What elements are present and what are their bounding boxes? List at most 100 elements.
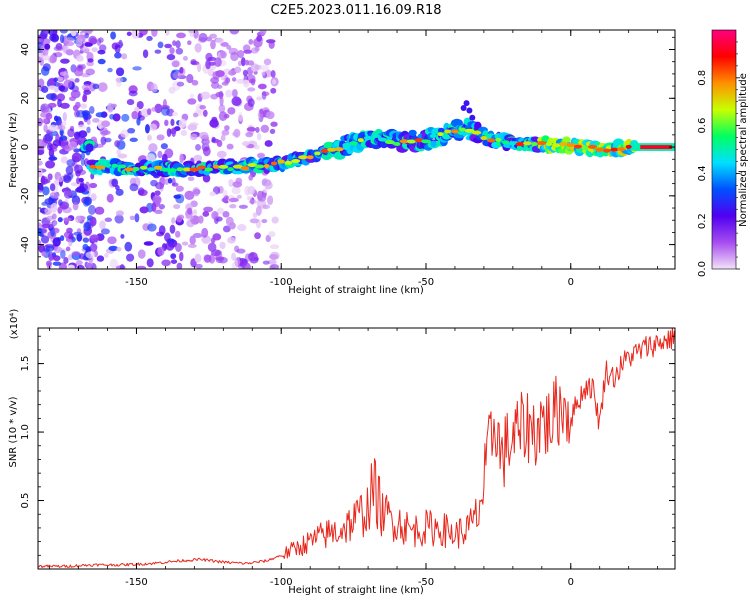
noise-blob [250, 47, 259, 54]
noise-blob [38, 227, 43, 237]
noise-blob [162, 98, 167, 109]
noise-blob [182, 55, 188, 61]
ridge-core-blob [95, 165, 106, 170]
ridge-core-blob [480, 136, 488, 141]
noise-blob [237, 224, 247, 232]
x-tick-label: -100 [270, 277, 293, 288]
noise-blob [172, 40, 177, 47]
noise-blob [246, 195, 253, 201]
noise-blob [261, 219, 268, 224]
noise-blob [82, 94, 88, 103]
noise-blob [48, 124, 58, 132]
spectrogram-panel: -150 -100 -50 0 -40 -20 0 20 40 Height of strai… [8, 29, 676, 296]
ridge-core-blob [523, 141, 532, 146]
ridge-core-blob [147, 167, 155, 172]
noise-blob [66, 159, 76, 167]
noise-blob [216, 139, 223, 148]
ridge-core-blob [218, 164, 229, 169]
noise-blob [110, 103, 117, 108]
noise-blob [209, 191, 216, 197]
noise-blob [45, 245, 55, 252]
noise-blob [218, 256, 228, 264]
noise-blob [114, 52, 122, 59]
noise-blob [41, 38, 51, 46]
noise-blob [265, 39, 276, 44]
noise-blob [147, 223, 157, 232]
noise-blob [180, 129, 188, 137]
ridge-core-blob [437, 132, 444, 137]
ridge-core-blob [399, 139, 410, 144]
noise-blob [89, 182, 98, 189]
ridge-core-blob [189, 167, 200, 172]
ridge-core-blob [486, 138, 496, 143]
noise-blob [44, 43, 51, 50]
ridge-core-blob [291, 159, 301, 164]
noise-blob [198, 32, 208, 43]
noise-blob [231, 77, 237, 82]
noise-blob [262, 260, 270, 265]
ridge-blob [437, 127, 445, 134]
noise-blob [75, 37, 83, 47]
noise-blob [85, 68, 95, 76]
noise-blob [56, 124, 66, 131]
noise-blob [89, 106, 95, 115]
snr-x-axis-label: Height of straight line (km) [288, 585, 424, 596]
noise-blob [269, 264, 280, 269]
ridge-core-blob [545, 142, 553, 147]
noise-blob [161, 106, 170, 116]
noise-blob [97, 49, 106, 55]
noise-blob [175, 47, 184, 55]
noise-blob [219, 96, 224, 106]
noise-blob [261, 71, 266, 76]
noise-blob [211, 136, 216, 143]
spectrogram-x-axis: -150 -100 -50 0 [49, 30, 659, 288]
ridge-core-blob [617, 147, 626, 152]
noise-blob [117, 153, 128, 159]
ridge-blob [430, 140, 437, 148]
noise-blob [87, 58, 94, 63]
noise-blob [89, 243, 98, 252]
colorbar: 0.0 0.2 0.4 0.6 0.8 Normalized spectral ampl… [697, 29, 749, 277]
noise-blob [61, 121, 67, 126]
noise-blob [79, 183, 89, 192]
ridge-core-blob [536, 140, 547, 145]
noise-blob [237, 60, 242, 67]
noise-blob [146, 108, 152, 116]
noise-blob [124, 241, 133, 252]
ridge-core-blob [610, 147, 619, 152]
noise-blob [220, 134, 226, 142]
noise-blob [243, 49, 253, 54]
noise-blob [252, 212, 258, 218]
noise-blob [211, 211, 219, 220]
noise-blob [226, 45, 232, 50]
noise-blob [264, 181, 273, 190]
noise-blob [199, 105, 206, 110]
noise-blob [142, 49, 149, 59]
noise-blob [55, 133, 60, 143]
noise-blob [119, 264, 125, 269]
noise-blob [210, 237, 216, 244]
noise-blob [59, 235, 65, 242]
figure-title: C2E5.2023.011.16.09.R18 [270, 3, 441, 18]
noise-blob [89, 234, 99, 242]
noise-blob [126, 31, 132, 37]
noise-blob [228, 179, 234, 188]
noise-blob [40, 175, 46, 185]
noise-blob [179, 66, 184, 74]
noise-blob [60, 58, 70, 64]
noise-blob [139, 206, 149, 214]
noise-blob [253, 144, 261, 150]
ridge-blob [408, 129, 417, 137]
noise-blob [86, 126, 91, 134]
colorbar-tick-label: 0.4 [697, 165, 708, 181]
noise-blob [244, 59, 250, 66]
noise-blob [190, 133, 198, 141]
y-tick-label: -40 [20, 236, 31, 252]
noise-blob [176, 215, 183, 223]
x-tick-label: 0 [568, 577, 574, 588]
ridge-core-blob [270, 161, 278, 166]
noise-blob [129, 215, 136, 221]
noise-blob [256, 152, 266, 158]
noise-blob [231, 186, 241, 195]
noise-blob [215, 70, 225, 78]
